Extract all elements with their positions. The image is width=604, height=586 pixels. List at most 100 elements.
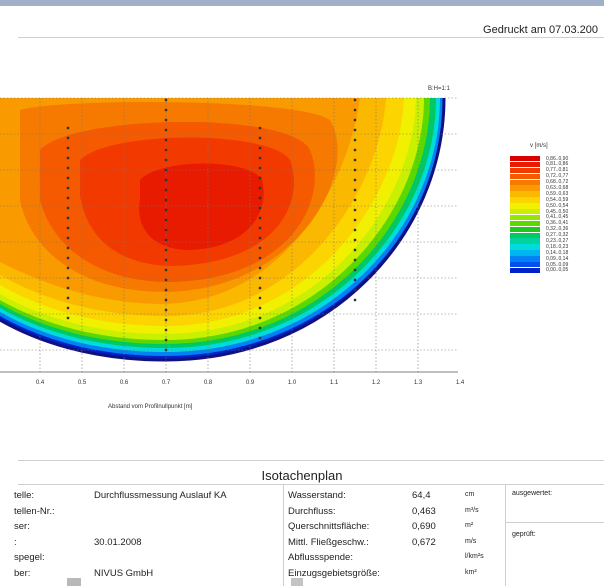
measurement-point (164, 128, 168, 132)
legend-swatch (510, 197, 540, 203)
legend-label: 0,72..0,77 (546, 173, 569, 180)
legend-swatch (510, 167, 540, 174)
legend-label: 0,59..0,63 (546, 190, 569, 197)
measurement-point (353, 168, 357, 172)
measurement-point (66, 306, 70, 310)
measurement-point (164, 118, 168, 122)
legend-entry: 0,72..0,77 (510, 173, 590, 180)
measurement-point (258, 186, 262, 190)
measurement-point (164, 238, 168, 242)
info-label: Querschnittsfläche: (288, 521, 370, 532)
info-value: 0,672 (412, 536, 436, 548)
legend-swatch (510, 244, 540, 250)
measurement-point (164, 278, 168, 282)
measurement-point (353, 228, 357, 232)
x-tick-label: 0.7 (161, 380, 171, 386)
measurement-points (66, 98, 357, 352)
x-tick-label: 1.1 (329, 380, 339, 386)
measurement-point (353, 138, 357, 142)
legend-label: 0,50..0,54 (546, 202, 569, 209)
measurement-point (164, 138, 168, 142)
legend-entry: 0,32..0,36 (510, 226, 590, 233)
legend-title: v [m/s] (530, 143, 548, 149)
measurement-point (258, 286, 262, 290)
measurement-point (164, 108, 168, 112)
measurement-point (353, 218, 357, 222)
legend-entry: 0,36..0,41 (510, 220, 590, 227)
measurement-point (353, 178, 357, 182)
measurement-point (258, 326, 262, 330)
printed-date: Gedruckt am 07.03.200 (483, 24, 598, 36)
info-value: 0,690 (412, 521, 436, 532)
measurement-point (258, 256, 262, 260)
legend-entry: 0,18..0,23 (510, 244, 590, 250)
measurement-point (353, 128, 357, 132)
measurement-point (353, 208, 357, 212)
measurement-point (258, 276, 262, 280)
legend-swatch (510, 250, 540, 256)
info-label: ser: (14, 521, 30, 532)
measurement-point (353, 148, 357, 152)
measurement-point (66, 266, 70, 270)
legend-swatch (510, 226, 540, 233)
measurement-point (164, 98, 168, 102)
measurement-point (353, 238, 357, 242)
measurement-point (66, 126, 70, 130)
legend-entry: 0,45..0,50 (510, 209, 590, 215)
top-window-bar (0, 0, 604, 6)
measurement-point (258, 136, 262, 140)
measurement-point (66, 156, 70, 160)
velocity-legend: 0,86..0,90 0,81..0,86 0,77..0,81 0,72..0,77… (510, 156, 590, 274)
legend-entry: 0,05..0,09 (510, 262, 590, 268)
measurement-point (164, 158, 168, 162)
measurement-point (164, 178, 168, 182)
scroll-thumb[interactable] (67, 578, 81, 586)
page-title: Isotachenplan (261, 468, 343, 483)
measurement-point (258, 126, 262, 130)
signature-rule (505, 522, 604, 523)
measurement-point (66, 296, 70, 300)
legend-entry: 0,86..0,90 (510, 156, 590, 162)
measurement-point (66, 136, 70, 140)
legend-entry: 0,59..0,63 (510, 191, 590, 197)
grid-lines (0, 97, 458, 372)
measurement-point (353, 298, 357, 302)
info-label: Einzugsgebietsgröße: (288, 567, 380, 579)
info-label: ber: (14, 567, 31, 579)
measurement-point (164, 198, 168, 202)
x-tick-label: 0.4 (35, 380, 45, 386)
info-value: 64,4 (412, 490, 431, 501)
measurement-point (353, 258, 357, 262)
measurement-point (66, 246, 70, 250)
legend-entry: 0,14..0,18 (510, 250, 590, 256)
legend-swatch (510, 191, 540, 197)
measurement-point (353, 198, 357, 202)
legend-entry: 0,68..0,72 (510, 179, 590, 186)
measurement-point (164, 308, 168, 312)
x-tick-label: 0.6 (119, 380, 129, 386)
measurement-point (258, 226, 262, 230)
measurement-point (66, 216, 70, 220)
x-tick-label: 1.0 (287, 380, 297, 386)
legend-swatch (510, 220, 540, 227)
legend-entry: 0,63..0,68 (510, 185, 590, 191)
legend-swatch (510, 209, 540, 215)
info-unit: m² (465, 522, 474, 529)
x-tick-label: 1.2 (371, 380, 381, 386)
scroll-thumb-secondary[interactable] (291, 578, 303, 586)
legend-label: 0,05..0,09 (546, 261, 569, 268)
legend-swatch (510, 267, 540, 274)
legend-label: 0,32..0,36 (546, 226, 569, 233)
legend-swatch (510, 262, 540, 268)
legend-label: 0,54..0,59 (546, 196, 569, 203)
legend-label: 0,41..0,45 (546, 214, 569, 221)
legend-entry: 0,81..0,86 (510, 161, 590, 168)
measurement-point (66, 206, 70, 210)
info-value: 0,463 (412, 505, 436, 517)
legend-label: 0,18..0,23 (546, 243, 569, 250)
info-value: Durchflussmessung Auslauf KA (94, 490, 227, 501)
measurement-point (353, 248, 357, 252)
measurement-point (164, 148, 168, 152)
measurement-point (258, 316, 262, 320)
legend-label: 0,63..0,68 (546, 184, 569, 191)
